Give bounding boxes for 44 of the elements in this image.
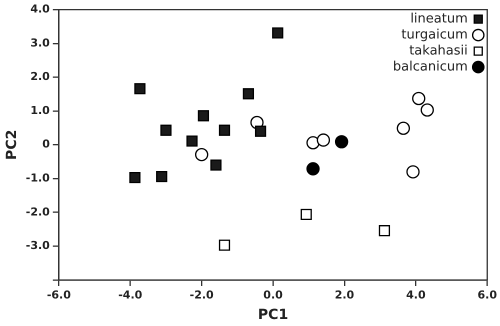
point bbox=[198, 110, 210, 122]
point bbox=[156, 170, 168, 182]
x-tick-label: -6.0 bbox=[46, 288, 72, 302]
x-tick-label: -2.0 bbox=[190, 288, 214, 302]
y-tick-label: -2.0 bbox=[26, 205, 50, 218]
point bbox=[412, 92, 426, 106]
point bbox=[406, 165, 420, 178]
point bbox=[160, 124, 172, 136]
point bbox=[186, 135, 198, 147]
y-tick-label: 1.0 bbox=[30, 104, 50, 117]
y-tick-label: 0 bbox=[42, 138, 50, 151]
legend-label: takahasii bbox=[409, 43, 468, 58]
x-axis-title: PC1 bbox=[258, 307, 288, 324]
point bbox=[210, 159, 222, 171]
point bbox=[129, 172, 140, 184]
point bbox=[272, 27, 284, 39]
point bbox=[306, 162, 320, 176]
point bbox=[306, 136, 320, 150]
point bbox=[195, 148, 208, 162]
x-tick-label: 6.0 bbox=[478, 288, 498, 302]
point bbox=[218, 124, 230, 136]
point bbox=[334, 135, 348, 148]
y-tick-label: 2.0 bbox=[30, 70, 50, 84]
point bbox=[254, 126, 266, 137]
y-tick-label: 4.0 bbox=[30, 2, 50, 16]
y-tick-label: 3.0 bbox=[30, 36, 50, 50]
point bbox=[420, 103, 434, 117]
x-tick-label: 2.0 bbox=[334, 288, 355, 302]
legend-label: balcanicum bbox=[392, 59, 468, 74]
y-axis-title: PC2 bbox=[4, 130, 20, 160]
point bbox=[316, 133, 330, 147]
point bbox=[378, 225, 390, 236]
x-tick-label: 0.0 bbox=[263, 288, 284, 302]
point bbox=[242, 88, 254, 100]
point bbox=[396, 122, 410, 135]
legend-label: turgaicum bbox=[401, 27, 468, 42]
y-tick-label: -3.0 bbox=[26, 239, 50, 252]
point bbox=[134, 83, 146, 94]
point bbox=[300, 208, 312, 220]
x-tick-label: -4.0 bbox=[118, 288, 143, 302]
point bbox=[218, 240, 230, 251]
legend-label: lineatum bbox=[410, 11, 468, 26]
x-tick-label: 4.0 bbox=[406, 288, 426, 302]
y-tick-label: -1.0 bbox=[26, 171, 50, 184]
